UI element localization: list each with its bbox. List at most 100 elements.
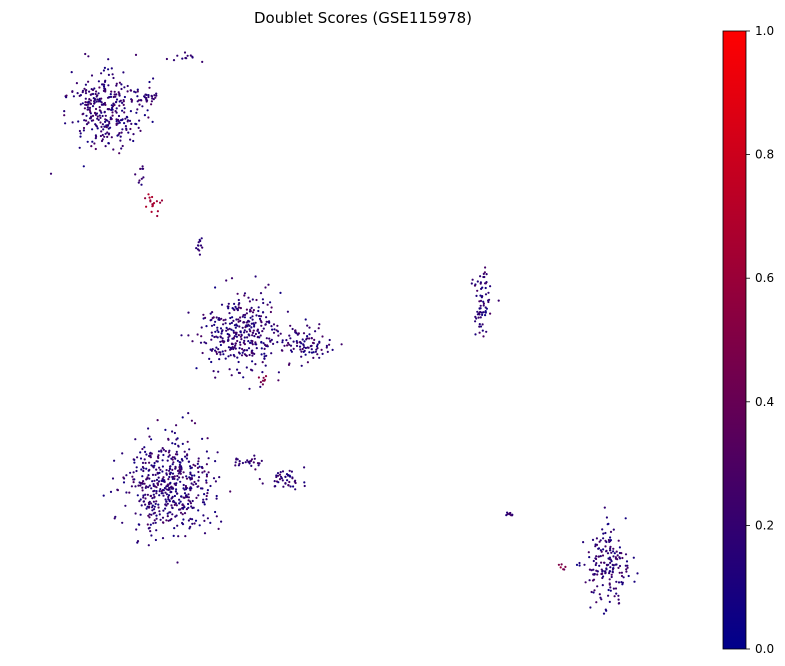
scatter-point bbox=[608, 600, 611, 604]
scatter-point bbox=[150, 438, 153, 441]
scatter-point bbox=[145, 98, 148, 101]
scatter-point bbox=[87, 121, 90, 124]
scatter-point bbox=[199, 487, 203, 490]
scatter-point bbox=[617, 594, 620, 597]
scatter-point bbox=[155, 492, 158, 495]
scatter-point bbox=[129, 110, 132, 113]
scatter-point bbox=[609, 549, 612, 552]
cluster-bottom-right-small bbox=[505, 511, 514, 517]
scatter-point bbox=[110, 104, 113, 107]
scatter-point bbox=[136, 90, 139, 93]
scatter-point bbox=[78, 146, 81, 149]
scatter-point bbox=[179, 470, 182, 473]
scatter-point bbox=[234, 461, 237, 464]
scatter-point bbox=[588, 579, 591, 582]
scatter-point bbox=[592, 559, 595, 563]
scatter-point bbox=[216, 451, 219, 454]
scatter-point bbox=[124, 117, 127, 120]
scatter-point bbox=[193, 522, 196, 525]
scatter-point bbox=[130, 485, 133, 488]
scatter-point bbox=[616, 554, 619, 557]
scatter-point bbox=[209, 319, 212, 322]
scatter-point bbox=[205, 475, 208, 478]
scatter-point bbox=[123, 122, 126, 125]
scatter-point bbox=[243, 294, 246, 297]
scatter-point bbox=[134, 53, 138, 57]
scatter-point bbox=[626, 564, 629, 567]
scatter-point bbox=[161, 492, 164, 495]
scatter-point bbox=[617, 598, 620, 601]
scatter-point bbox=[100, 72, 103, 75]
scatter-point bbox=[617, 566, 620, 570]
scatter-point bbox=[169, 481, 172, 484]
scatter-point bbox=[110, 90, 113, 93]
scatter-point bbox=[142, 500, 146, 503]
scatter-point bbox=[263, 355, 266, 358]
scatter-point bbox=[186, 453, 189, 456]
scatter-point bbox=[244, 461, 247, 464]
scatter-point bbox=[174, 466, 177, 469]
scatter-point bbox=[161, 537, 165, 540]
colorbar-tick-label: 1.0 bbox=[755, 24, 774, 38]
scatter-point bbox=[100, 97, 103, 100]
scatter-point bbox=[219, 327, 223, 330]
scatter-point bbox=[130, 122, 133, 125]
scatter-point bbox=[76, 92, 79, 95]
scatter-point bbox=[325, 344, 328, 347]
scatter-point bbox=[184, 455, 187, 458]
scatter-point bbox=[252, 461, 255, 464]
scatter-point bbox=[173, 494, 176, 498]
scatter-point bbox=[328, 343, 331, 346]
scatter-point bbox=[115, 118, 118, 121]
scatter-point bbox=[100, 111, 103, 114]
scatter-point bbox=[200, 335, 203, 338]
scatter-point bbox=[236, 292, 239, 295]
scatter-point bbox=[234, 342, 237, 345]
scatter-point bbox=[145, 453, 148, 456]
scatter-point bbox=[138, 103, 141, 106]
scatter-point bbox=[150, 487, 153, 490]
scatter-point bbox=[166, 515, 169, 518]
scatter-point bbox=[281, 479, 284, 482]
scatter-point bbox=[71, 121, 74, 124]
scatter-point bbox=[597, 555, 600, 558]
scatter-point bbox=[193, 422, 197, 425]
scatter-point bbox=[147, 486, 150, 489]
scatter-point bbox=[251, 318, 254, 321]
scatter-point bbox=[232, 319, 235, 322]
scatter-point bbox=[157, 503, 160, 506]
scatter-point bbox=[153, 511, 157, 514]
scatter-point bbox=[239, 316, 242, 319]
scatter-point bbox=[107, 127, 110, 130]
scatter-point bbox=[230, 321, 233, 324]
scatter-point bbox=[595, 601, 598, 604]
scatter-point bbox=[119, 135, 122, 138]
scatter-point bbox=[134, 512, 137, 515]
scatter-point bbox=[178, 463, 181, 466]
scatter-point bbox=[148, 86, 151, 89]
scatter-point bbox=[509, 511, 512, 515]
scatter-point bbox=[79, 94, 82, 97]
scatter-point bbox=[94, 92, 97, 96]
scatter-point bbox=[482, 311, 485, 314]
scatter-point bbox=[214, 510, 217, 514]
scatter-point bbox=[146, 493, 149, 496]
scatter-point bbox=[479, 282, 482, 285]
scatter-point bbox=[194, 464, 197, 467]
scatter-point bbox=[258, 314, 261, 318]
scatter-point bbox=[260, 324, 263, 327]
scatter-point bbox=[165, 472, 168, 475]
scatter-point bbox=[93, 101, 96, 104]
scatter-point bbox=[178, 468, 181, 471]
scatter-point bbox=[247, 296, 250, 299]
scatter-point bbox=[201, 437, 204, 440]
scatter-point bbox=[601, 554, 605, 557]
scatter-point bbox=[489, 285, 492, 288]
scatter-point bbox=[559, 566, 562, 569]
scatter-point bbox=[123, 107, 126, 110]
scatter-point bbox=[200, 237, 203, 240]
scatter-point bbox=[90, 88, 93, 91]
scatter-point bbox=[248, 353, 251, 357]
cluster-top-streak bbox=[165, 51, 204, 64]
scatter-point bbox=[147, 474, 150, 477]
